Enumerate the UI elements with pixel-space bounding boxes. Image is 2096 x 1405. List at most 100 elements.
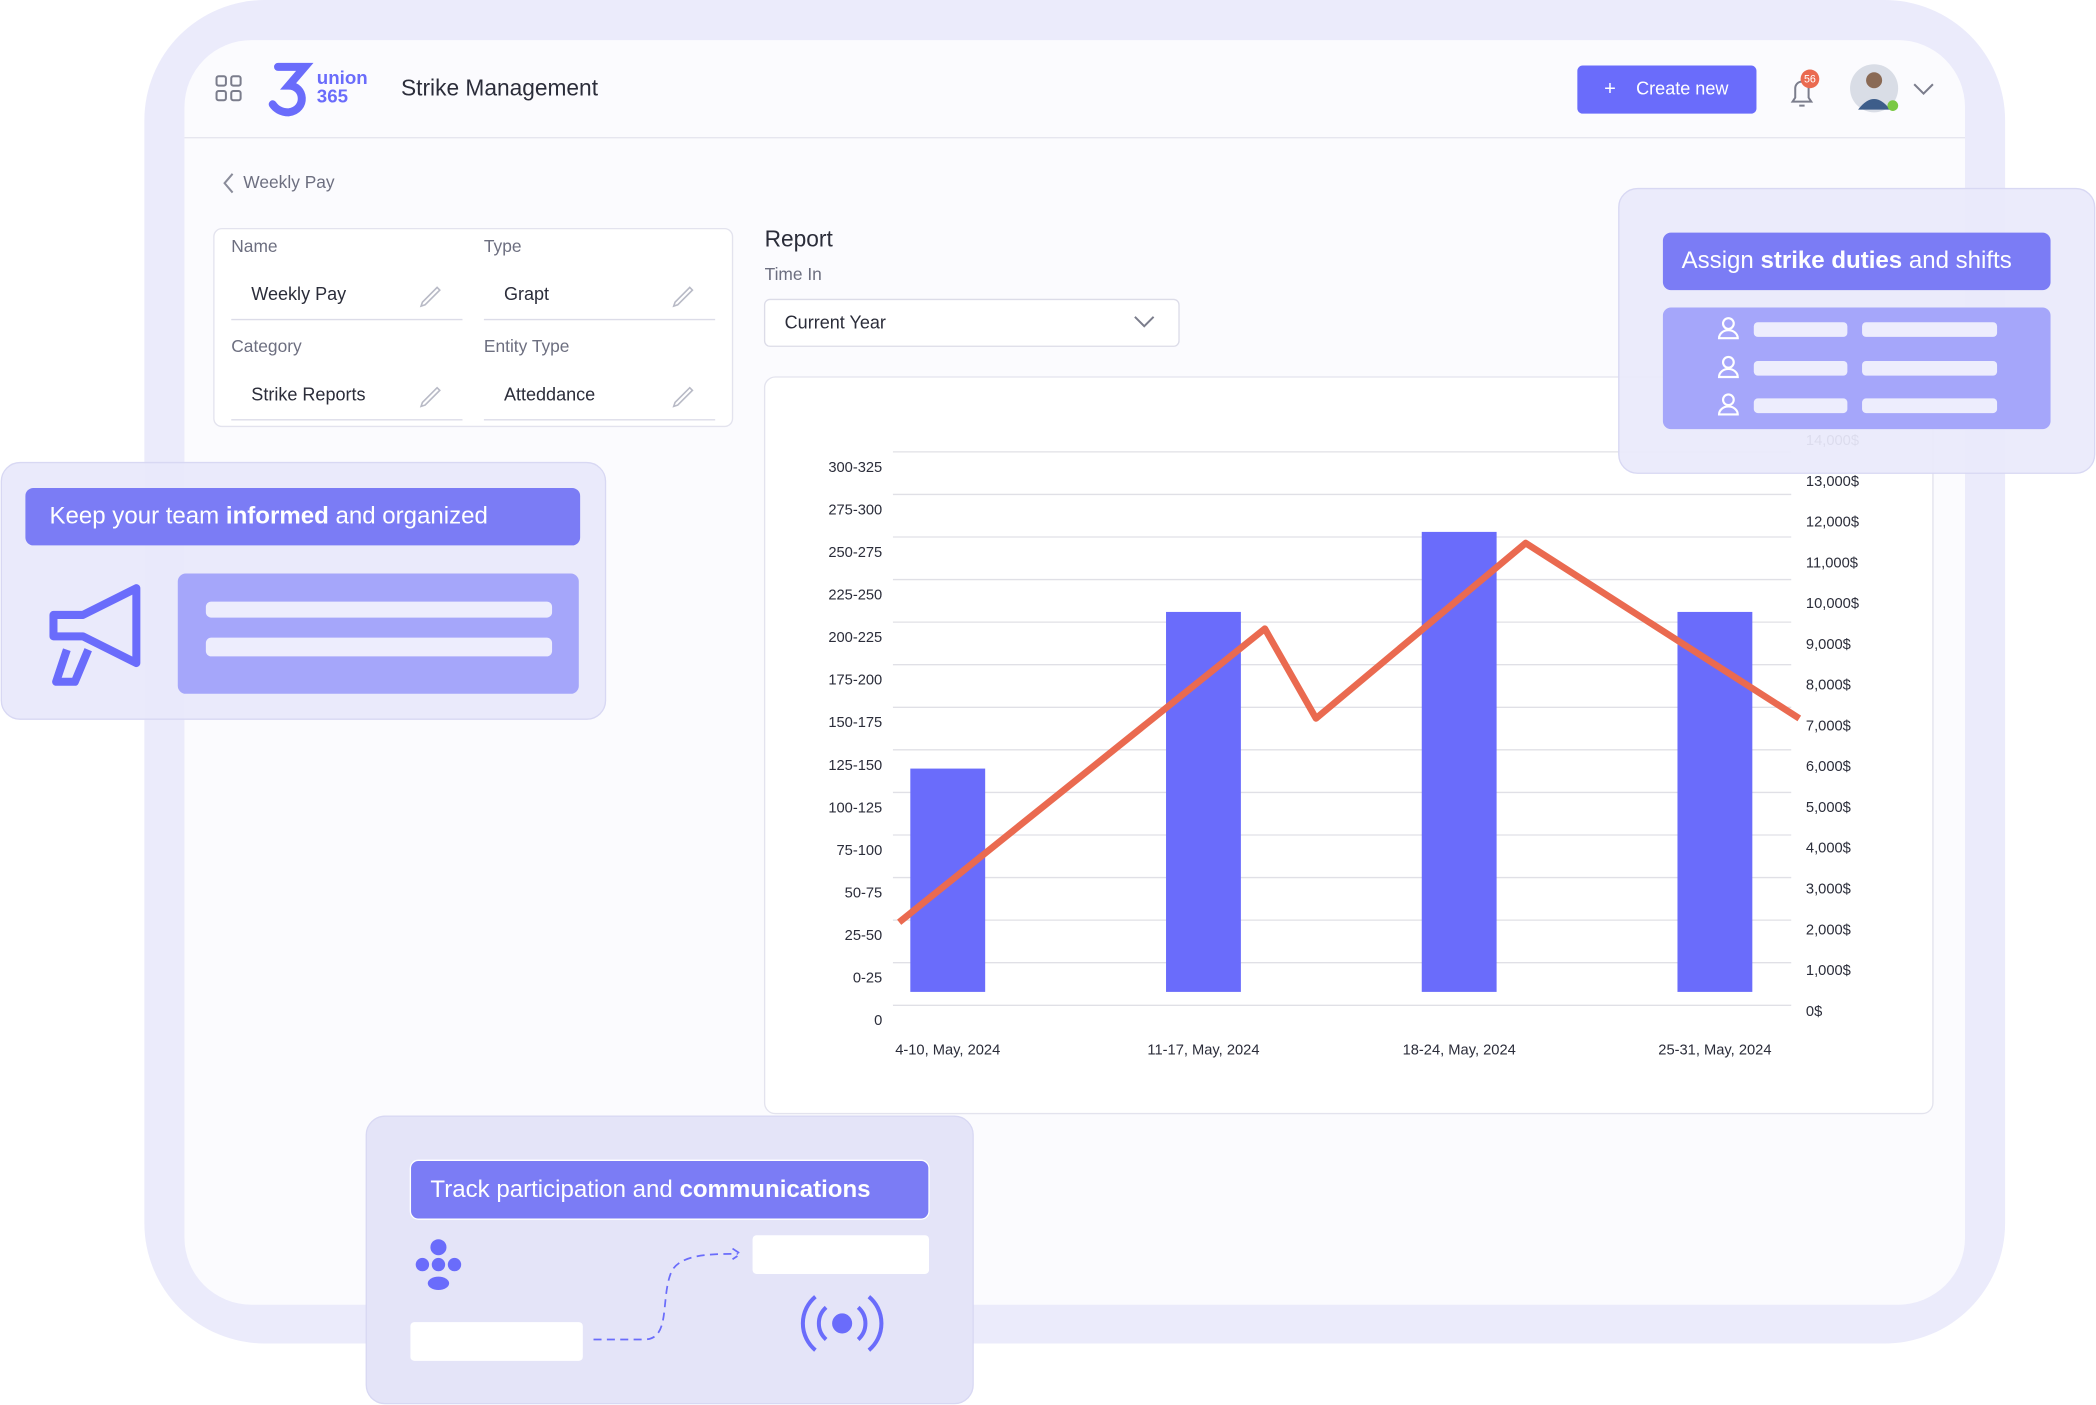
y2-tick-label: 1,000$ xyxy=(1806,963,1851,979)
y-tick-label: 0 xyxy=(874,1013,882,1029)
chevron xyxy=(1913,83,1934,96)
breadcrumb-text: Weekly Pay xyxy=(243,172,335,192)
logo-mark xyxy=(268,62,314,117)
title-part: and shifts xyxy=(1902,247,2012,274)
card-title: Keep your team informed and organized xyxy=(49,503,487,530)
title-part: communications xyxy=(679,1176,870,1203)
logo-text: 365 xyxy=(317,86,348,107)
y-tick-label: 125-150 xyxy=(828,758,882,774)
y2-tick-label: 12,000$ xyxy=(1806,515,1859,531)
plus-icon: + xyxy=(1604,78,1616,100)
y2-tick-label: 13,000$ xyxy=(1806,474,1859,490)
y-tick-label: 0-25 xyxy=(853,971,882,987)
time-select[interactable]: Current Year xyxy=(763,298,1180,347)
avatar-face xyxy=(1866,72,1883,89)
placeholder-rows xyxy=(1753,322,1998,414)
card-title: Track participation and communications xyxy=(430,1176,870,1203)
y-tick-label: 250-275 xyxy=(828,545,882,561)
title-part: informed xyxy=(226,503,329,530)
y2-tick-label: 10,000$ xyxy=(1806,596,1859,612)
notifications[interactable]: 56 xyxy=(1790,69,1820,107)
megaphone-icon xyxy=(49,584,141,686)
y2-tick-label: 5,000$ xyxy=(1806,800,1851,816)
duties-card: Assign strike duties and shifts xyxy=(1618,187,2096,474)
select-box xyxy=(763,298,1180,347)
bar xyxy=(1166,611,1241,992)
edit-icon[interactable] xyxy=(672,386,694,408)
page-title: Strike Management xyxy=(401,75,599,101)
edit-icon[interactable] xyxy=(419,286,441,308)
y2-tick-label: 6,000$ xyxy=(1806,759,1851,775)
back-icon xyxy=(223,173,234,194)
logo-text: union xyxy=(317,67,368,88)
placeholder xyxy=(410,1322,583,1361)
y2-tick-label: 9,000$ xyxy=(1806,637,1851,653)
title-part: strike duties xyxy=(1760,247,1902,274)
field-label: Name xyxy=(231,236,277,256)
x-tick-label: 11-17, May, 2024 xyxy=(1147,1043,1259,1059)
edit-icon[interactable] xyxy=(419,386,441,408)
breadcrumb[interactable]: Weekly Pay xyxy=(223,172,335,194)
y-tick-label: 300-325 xyxy=(828,460,882,476)
y2-tick-label: 2,000$ xyxy=(1806,922,1851,938)
line-series xyxy=(897,539,1802,925)
button-bg xyxy=(1577,65,1757,114)
card-pill xyxy=(409,1159,930,1220)
y2-tick-label: 11,000$ xyxy=(1806,555,1858,571)
field-value: Grapt xyxy=(504,284,549,304)
card-pill xyxy=(25,487,581,546)
avatar-body xyxy=(1858,98,1891,110)
bar xyxy=(1677,611,1753,992)
card-panel xyxy=(177,573,579,694)
apps-icon[interactable] xyxy=(215,75,242,102)
title-part: Assign xyxy=(1682,247,1761,274)
chart-card xyxy=(763,376,1934,1115)
field-label: Type xyxy=(484,236,522,256)
placeholder xyxy=(205,601,553,618)
select-value: Current Year xyxy=(785,312,886,332)
y-tick-label: 75-100 xyxy=(837,843,883,859)
user-menu[interactable] xyxy=(1850,64,1934,113)
field-value: Atteddance xyxy=(504,384,595,404)
y2-tick-label: 8,000$ xyxy=(1806,678,1851,694)
field-label: Entity Type xyxy=(484,336,570,356)
placeholder xyxy=(205,637,553,657)
form: Name Weekly Pay Type Grapt Category Strike Re… xyxy=(231,236,716,421)
y2-tick-label: 4,000$ xyxy=(1806,841,1851,857)
title-part: and organized xyxy=(329,503,488,530)
create-button[interactable]: + Create new xyxy=(1577,65,1757,114)
flow-arrow xyxy=(593,1247,743,1341)
y-tick-label: 150-175 xyxy=(828,715,882,731)
group-icon xyxy=(415,1239,462,1290)
person-icons xyxy=(1717,317,1739,416)
field-value: Weekly Pay xyxy=(251,284,346,304)
badge xyxy=(1800,69,1820,89)
broadcast-icon xyxy=(800,1295,884,1352)
chart: 0 0-25 25-50 50-75 75-100 100-125 125-150 150-1… xyxy=(828,433,1859,1059)
y-tick-label: 100-125 xyxy=(828,800,882,816)
y-tick-label: 225-250 xyxy=(828,588,882,604)
inform-card: Keep your team informed and organized xyxy=(0,461,607,720)
card-title: Assign strike duties and shifts xyxy=(1682,247,2012,274)
track-card: Track participation and communications xyxy=(365,1115,974,1405)
title-part: Keep your team xyxy=(49,503,225,530)
filter-label: Time In xyxy=(765,264,822,284)
report-title: Report xyxy=(765,226,834,252)
y-tick-label: 175-200 xyxy=(828,673,882,689)
placeholder xyxy=(752,1235,930,1274)
y2-tick-label: 3,000$ xyxy=(1806,882,1851,898)
y-tick-label: 25-50 xyxy=(845,928,883,944)
button-label: Create new xyxy=(1636,78,1729,98)
title-part: Track participation and xyxy=(430,1176,679,1203)
edit-icon[interactable] xyxy=(672,286,694,308)
details-card xyxy=(213,227,734,428)
y-tick-label: 50-75 xyxy=(845,885,883,901)
bar xyxy=(1421,531,1497,992)
status-dot xyxy=(1887,100,1899,111)
field-value: Strike Reports xyxy=(251,384,365,404)
y2-tick-label: 7,000$ xyxy=(1806,718,1851,734)
y-tick-label: 275-300 xyxy=(828,502,882,518)
x-tick-label: 25-31, May, 2024 xyxy=(1658,1043,1771,1059)
